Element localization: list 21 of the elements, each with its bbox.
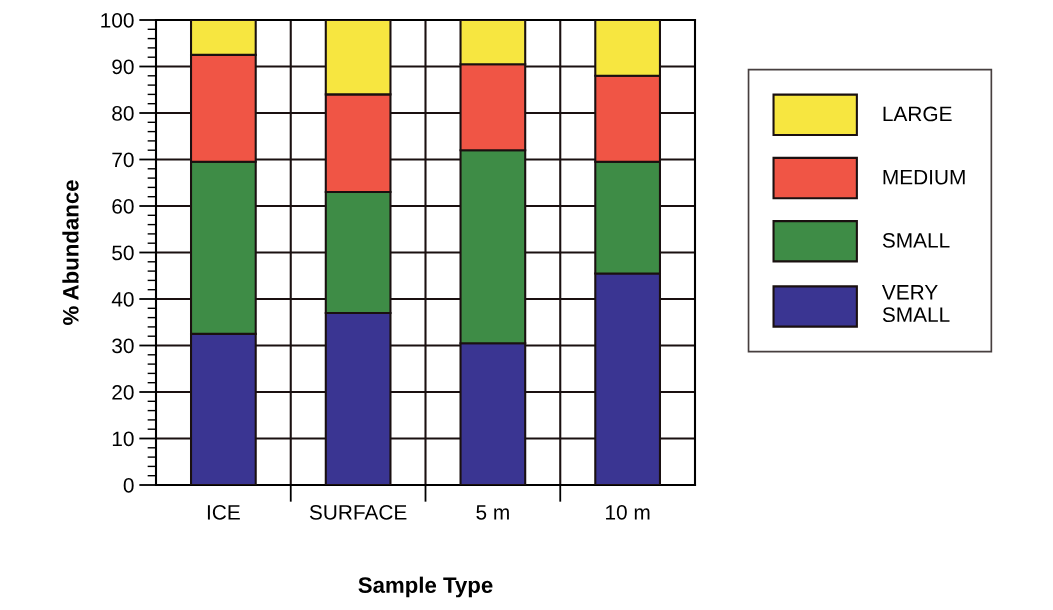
x-tick-label: ICE	[207, 504, 240, 520]
y-tick-label: 30	[112, 338, 134, 354]
y-tick-label: 10	[112, 431, 134, 447]
x-axis-title: Sample Type	[358, 576, 493, 598]
y-tick-label: 60	[112, 199, 134, 214]
legend-label: MEDIUM	[883, 169, 965, 185]
y-tick-label: 0	[123, 478, 134, 493]
y-tick-label: 80	[112, 106, 134, 121]
legend-label: LARGE	[883, 106, 952, 122]
legend-label: VERY SMALL	[881, 285, 950, 323]
y-tick-label: 20	[112, 385, 134, 400]
legend-label: SMALL	[882, 233, 950, 248]
y-tick-label: 40	[111, 292, 134, 307]
y-axis-title: % Abundance	[62, 180, 79, 325]
x-tick-label: SURFACE	[309, 504, 407, 520]
y-tick-label: 50	[112, 245, 134, 261]
y-tick-label: 90	[112, 59, 134, 75]
x-tick-label: 5 m	[476, 505, 509, 520]
y-tick-label: 100	[101, 13, 134, 28]
x-tick-label: 10 m	[606, 504, 650, 520]
y-tick-label: 70	[112, 152, 134, 168]
